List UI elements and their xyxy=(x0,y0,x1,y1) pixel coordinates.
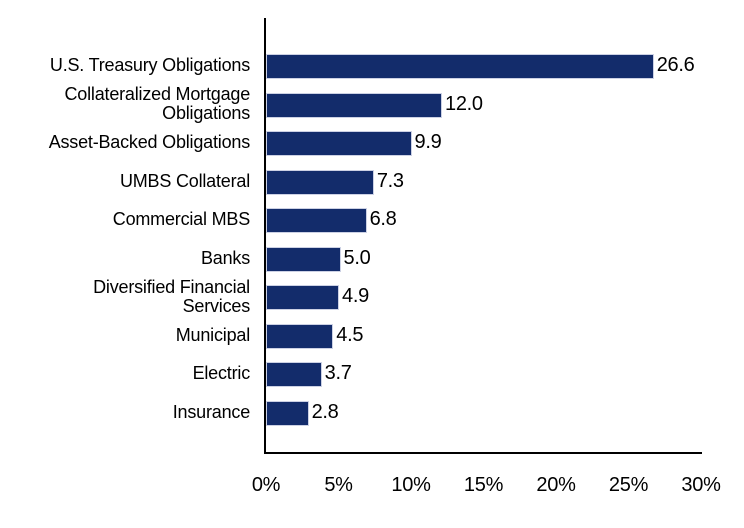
category-label: Insurance xyxy=(172,401,250,422)
value-label: 7.3 xyxy=(376,169,404,192)
x-axis-tick-label: 15% xyxy=(463,474,504,496)
value-label: 2.8 xyxy=(311,400,339,423)
category-label: Collateralized Mortgage Obligations xyxy=(64,84,251,124)
x-axis-tick-label: 10% xyxy=(391,474,431,496)
category-label: Banks xyxy=(200,247,250,268)
value-label: 4.9 xyxy=(342,285,369,308)
category-label: Municipal xyxy=(175,324,250,345)
bar xyxy=(266,54,654,79)
value-label: 5.0 xyxy=(343,246,371,269)
y-axis-line xyxy=(264,18,266,454)
x-axis-tick-label: 25% xyxy=(608,474,649,496)
category-label: UMBS Collateral xyxy=(119,170,250,191)
value-label: 9.9 xyxy=(414,131,442,154)
category-label: Asset-Backed Obligations xyxy=(48,132,251,153)
x-axis-tick-label: 30% xyxy=(681,474,721,496)
value-label: 4.5 xyxy=(336,323,364,346)
category-label: Electric xyxy=(192,363,251,384)
value-label: 3.7 xyxy=(324,362,352,385)
bar xyxy=(266,246,341,272)
category-label: U.S. Treasury Obligations xyxy=(49,55,250,75)
x-axis-tick-label: 20% xyxy=(536,474,576,496)
category-label: Commercial MBS xyxy=(112,209,250,230)
x-axis-line xyxy=(264,452,702,454)
x-axis-tick-label: 0% xyxy=(251,474,281,496)
bar xyxy=(266,285,340,311)
bar xyxy=(266,400,309,426)
value-label: 12.0 xyxy=(445,92,483,115)
value-label: 6.8 xyxy=(369,208,397,231)
bar xyxy=(266,169,374,195)
bar xyxy=(266,323,334,349)
category-label: Diversified Financial Services xyxy=(93,276,250,316)
x-axis-tick-label: 5% xyxy=(324,474,353,496)
bar xyxy=(266,208,367,234)
bar xyxy=(266,92,442,118)
value-label: 26.6 xyxy=(656,54,695,76)
bar xyxy=(266,362,322,388)
bar xyxy=(266,131,412,157)
